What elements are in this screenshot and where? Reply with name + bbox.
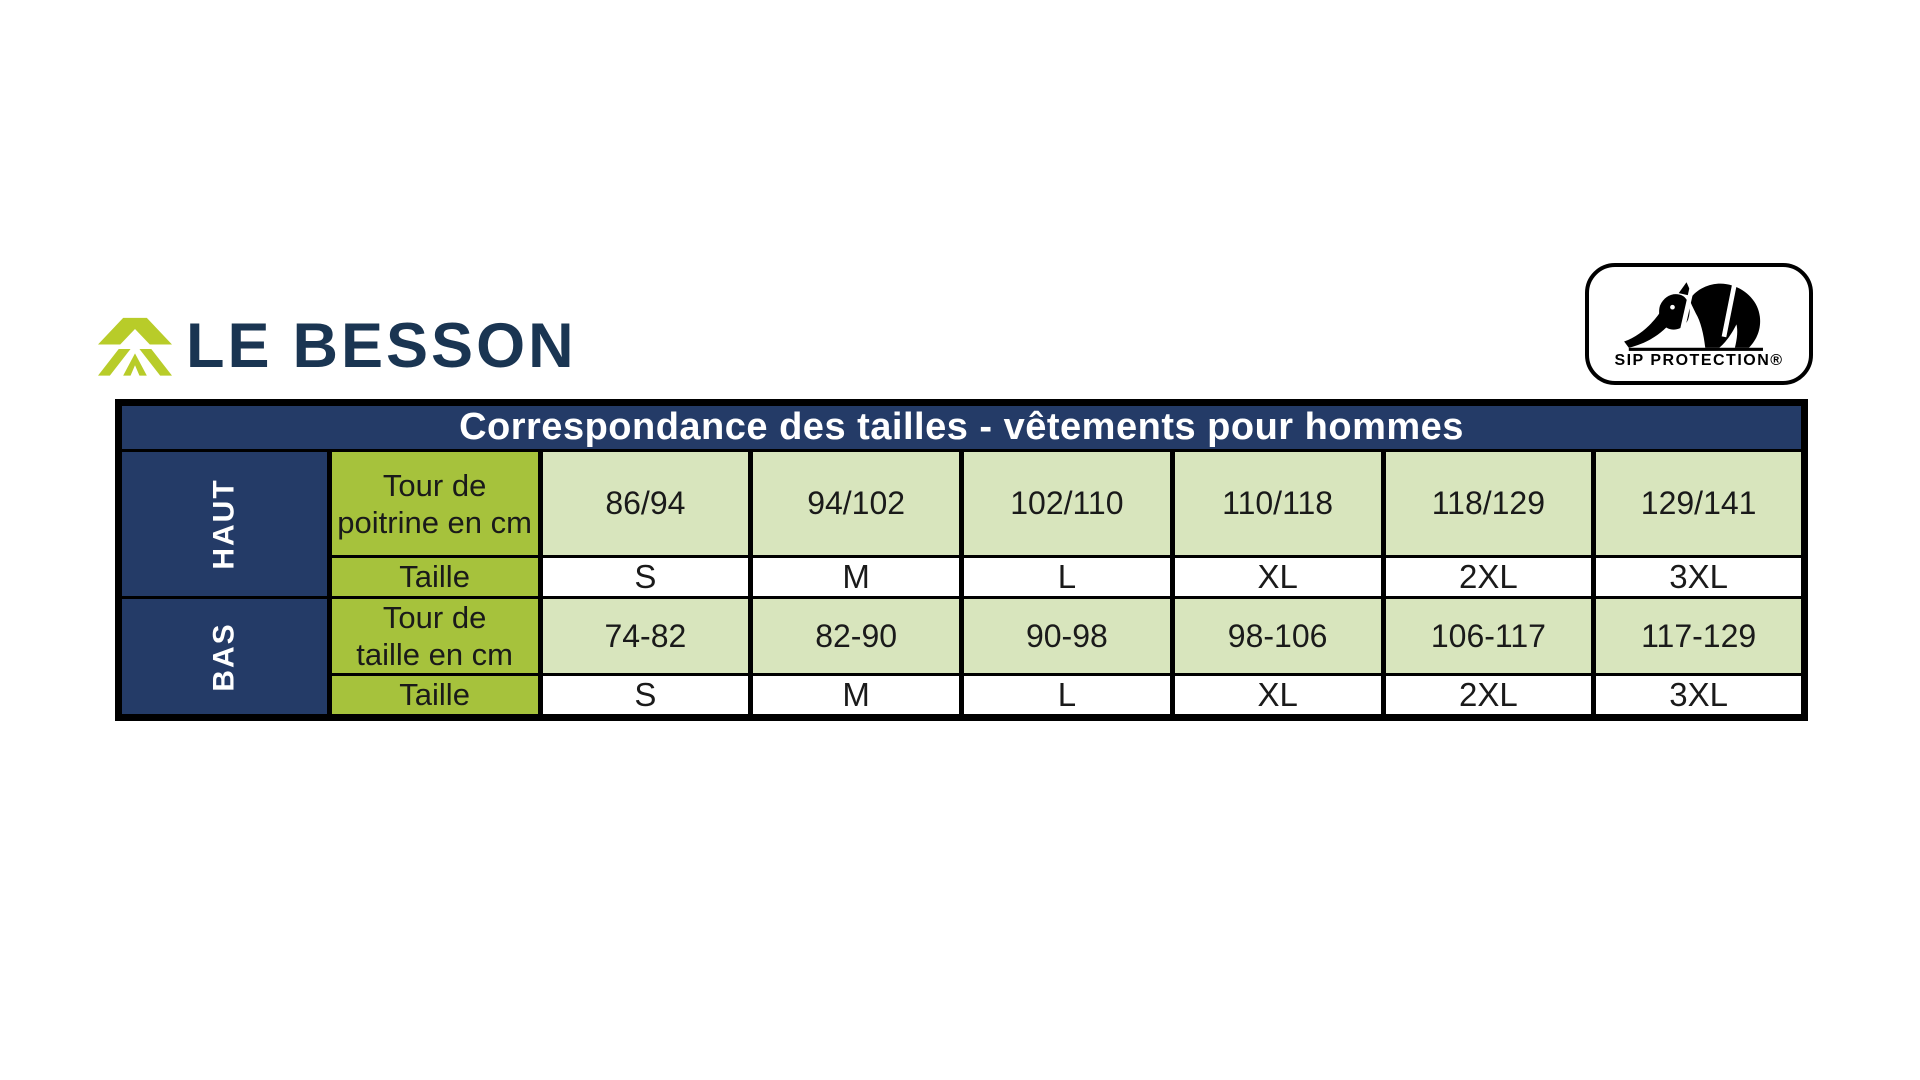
haut-size: XL: [1169, 555, 1386, 599]
haut-measure-value: 118/129: [1380, 449, 1597, 558]
haut-measure-value: 129/141: [1591, 449, 1807, 558]
haut-size: L: [959, 555, 1175, 599]
table-title-row: Correspondance des tailles - vêtements p…: [116, 401, 1807, 452]
haut-size: 3XL: [1591, 555, 1807, 599]
size-table: Correspondance des tailles - vêtements p…: [115, 399, 1808, 721]
section-haut-label: HAUT: [207, 478, 241, 570]
brand-name: LE BESSON: [186, 314, 577, 378]
sip-protection-label: SIP PROTECTION®: [1614, 352, 1784, 369]
haut-size: 2XL: [1380, 555, 1597, 599]
haut-measure-value: 110/118: [1169, 449, 1386, 558]
bas-size: S: [537, 673, 754, 719]
measure-label-haut-line2: poitrine en cm: [337, 504, 532, 540]
table-row-bas-sizes: Taille S M L XL 2XL 3XL: [119, 673, 1807, 719]
table-row-haut-measure: HAUT Tour de poitrine en cm 86/94 94/102…: [116, 449, 1807, 599]
haut-size: M: [748, 555, 964, 599]
lebesson-logo: LE BESSON: [98, 314, 577, 378]
size-label-bas: Taille: [326, 673, 543, 719]
section-haut-cell: HAUT: [116, 449, 332, 599]
bas-measure-value: 98-106: [1169, 596, 1386, 676]
bas-size: M: [748, 673, 964, 719]
brand-word-le: LE: [186, 310, 273, 381]
haut-measure-value: 86/94: [537, 449, 754, 558]
measure-label-bas-line2: taille en cm: [356, 637, 514, 672]
bas-size: 3XL: [1591, 673, 1807, 719]
brand-word-besson: BESSON: [292, 310, 577, 381]
measure-label-haut-line1: Tour de: [382, 467, 487, 503]
bas-measure-value: 82-90: [748, 596, 964, 676]
haut-size: S: [537, 555, 754, 599]
rhino-icon: [1624, 281, 1763, 351]
haut-measure-value: 102/110: [959, 449, 1175, 558]
sip-protection-logo: SIP PROTECTION®: [1585, 263, 1813, 385]
section-bas-label: BAS: [207, 621, 241, 692]
table-row-bas-measure: BAS Tour de taille en cm 74-82 82-90 90-…: [116, 596, 1807, 719]
table-row-haut-sizes: Taille S M L XL 2XL 3XL: [119, 555, 1807, 599]
bas-measure-value: 74-82: [537, 596, 754, 676]
measure-label-haut: Tour de poitrine en cm: [326, 449, 543, 558]
bas-measure-value: 90-98: [959, 596, 1175, 676]
measure-label-bas-line1: Tour de: [382, 600, 487, 636]
bas-measure-value: 117-129: [1591, 596, 1807, 676]
bas-size: XL: [1169, 673, 1386, 719]
section-bas-cell: BAS: [116, 596, 332, 719]
lebesson-arrow-icon: [98, 317, 172, 376]
bas-size: 2XL: [1380, 673, 1597, 719]
haut-measure-value: 94/102: [748, 449, 964, 558]
size-label-haut: Taille: [326, 555, 543, 599]
measure-label-bas: Tour de taille en cm: [326, 596, 543, 676]
bas-measure-value: 106-117: [1380, 596, 1597, 676]
table-title: Correspondance des tailles - vêtements p…: [116, 401, 1807, 452]
bas-size: L: [959, 673, 1175, 719]
